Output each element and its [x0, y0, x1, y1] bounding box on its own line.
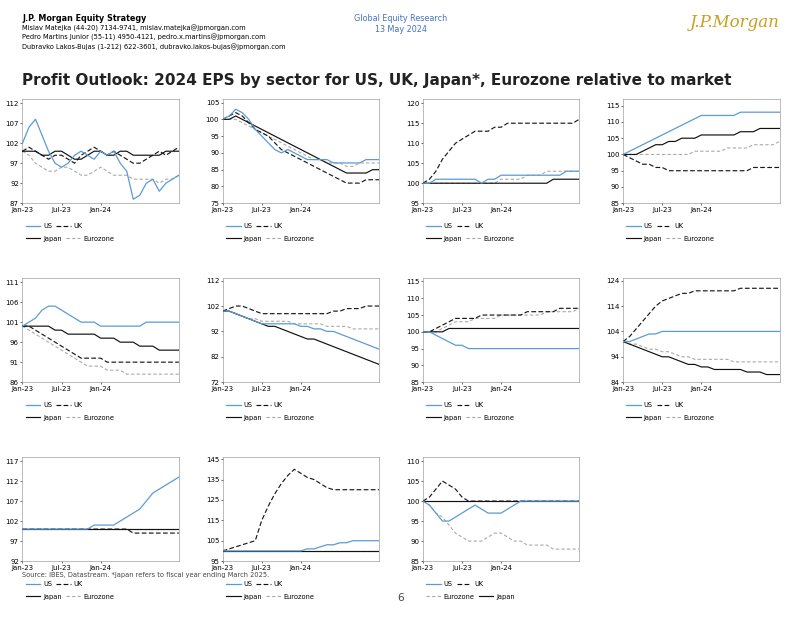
Text: J.P. Morgan Equity Strategy: J.P. Morgan Equity Strategy — [22, 14, 147, 23]
Legend: Japan, Eurozone: Japan, Eurozone — [226, 236, 314, 242]
Legend: Japan, Eurozone: Japan, Eurozone — [26, 593, 114, 600]
Legend: Japan, Eurozone: Japan, Eurozone — [226, 593, 314, 600]
Legend: Japan, Eurozone: Japan, Eurozone — [426, 236, 515, 242]
Text: 13 May 2024: 13 May 2024 — [375, 25, 427, 34]
Legend: Japan, Eurozone: Japan, Eurozone — [626, 415, 715, 420]
Legend: Japan, Eurozone: Japan, Eurozone — [26, 415, 114, 420]
Text: Dubravko Lakos-Bujas (1-212) 622-3601, dubravko.lakos-bujas@jpmorgan.com: Dubravko Lakos-Bujas (1-212) 622-3601, d… — [22, 43, 286, 51]
Text: Source: IBES, Datastream. *Japan refers to fiscal year ending March 2025.: Source: IBES, Datastream. *Japan refers … — [22, 572, 269, 578]
Text: Profit Outlook: 2024 EPS by sector for US, UK, Japan*, Eurozone relative to mark: Profit Outlook: 2024 EPS by sector for U… — [22, 73, 732, 88]
Legend: Japan, Eurozone: Japan, Eurozone — [226, 415, 314, 420]
Legend: Japan, Eurozone: Japan, Eurozone — [426, 415, 515, 420]
Legend: Japan, Eurozone: Japan, Eurozone — [626, 236, 715, 242]
Text: Pedro Martins Junior (55-11) 4950-4121, pedro.x.martins@jpmorgan.com: Pedro Martins Junior (55-11) 4950-4121, … — [22, 34, 266, 42]
Text: 6: 6 — [398, 593, 404, 603]
Text: Mislav Matejka (44-20) 7134-9741, mislav.matejka@jpmorgan.com: Mislav Matejka (44-20) 7134-9741, mislav… — [22, 25, 246, 32]
Text: Global Equity Research: Global Equity Research — [354, 14, 448, 23]
Legend: Eurozone, Japan: Eurozone, Japan — [426, 593, 515, 600]
Legend: Japan, Eurozone: Japan, Eurozone — [26, 236, 114, 242]
Text: J.P.Morgan: J.P.Morgan — [690, 14, 780, 30]
